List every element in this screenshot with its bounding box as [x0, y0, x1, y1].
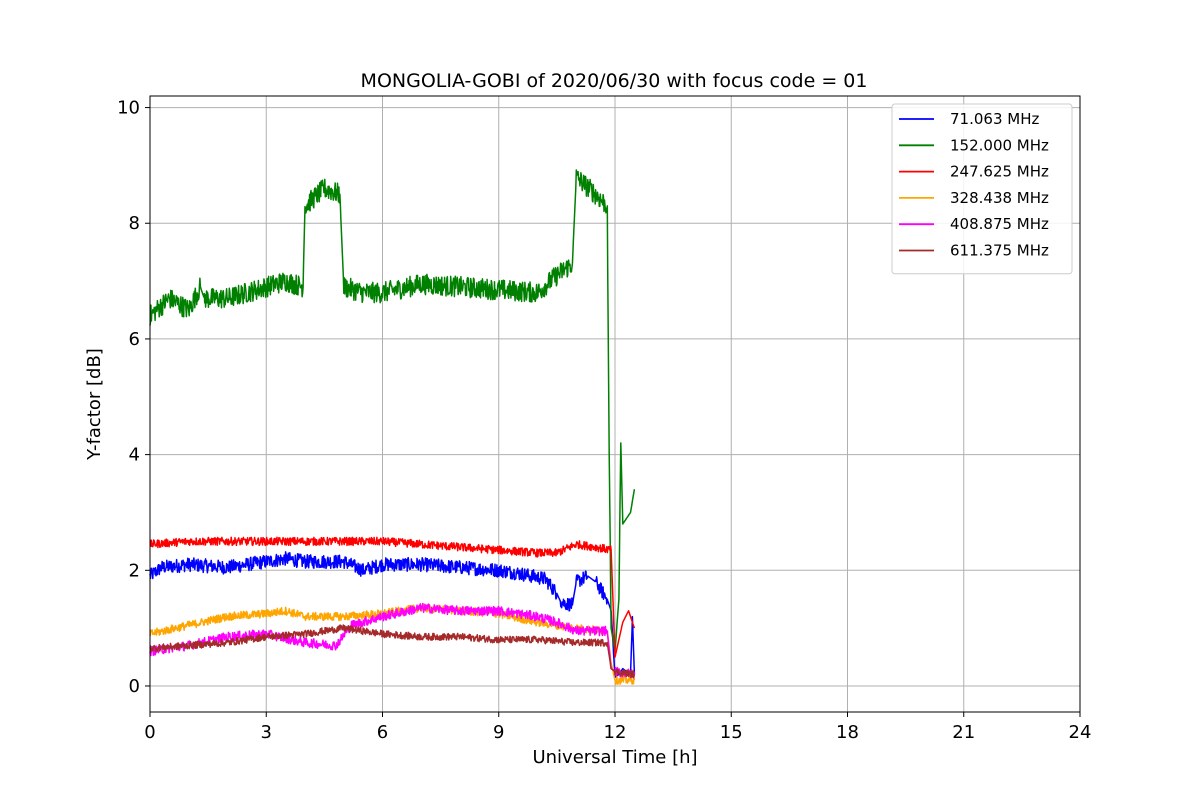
x-tick-label: 12	[604, 722, 627, 743]
y-tick-label: 0	[129, 676, 140, 697]
legend: 71.063 MHz 152.000 MHz 247.625 MHz 328.438 …	[891, 103, 1073, 275]
legend-label: 611.375 MHz	[950, 242, 1049, 260]
series-line-1	[149, 169, 636, 653]
legend-label: 152.000 MHz	[950, 136, 1049, 154]
series-line-2	[149, 536, 636, 658]
x-tick-label: 3	[261, 722, 272, 743]
series-line-0	[149, 551, 636, 679]
y-tick-label: 2	[129, 560, 140, 581]
x-tick-label: 6	[377, 722, 388, 743]
legend-label: 328.438 MHz	[950, 189, 1049, 207]
x-tick-label: 9	[493, 722, 504, 743]
y-axis-label: Y-factor [dB]	[84, 348, 105, 461]
x-tick-label: 0	[144, 722, 155, 743]
x-tick-label: 18	[836, 722, 859, 743]
legend-label: 247.625 MHz	[950, 163, 1049, 181]
y-tick-label: 4	[129, 445, 140, 466]
x-tick-label: 21	[952, 722, 975, 743]
legend-box	[891, 103, 1073, 275]
x-tick-label: 24	[1069, 722, 1092, 743]
y-tick-label: 6	[129, 329, 140, 350]
series-line-5	[149, 624, 636, 679]
y-tick-label: 10	[117, 98, 140, 119]
x-tick-label: 15	[720, 722, 743, 743]
y-tick-label: 8	[129, 213, 140, 234]
x-axis-label: Universal Time [h]	[532, 747, 697, 768]
plot-area	[149, 169, 636, 685]
legend-label: 408.875 MHz	[950, 215, 1049, 233]
chart-title: MONGOLIA-GOBI of 2020/06/30 with focus c…	[361, 70, 868, 92]
legend-label: 71.063 MHz	[950, 110, 1039, 128]
